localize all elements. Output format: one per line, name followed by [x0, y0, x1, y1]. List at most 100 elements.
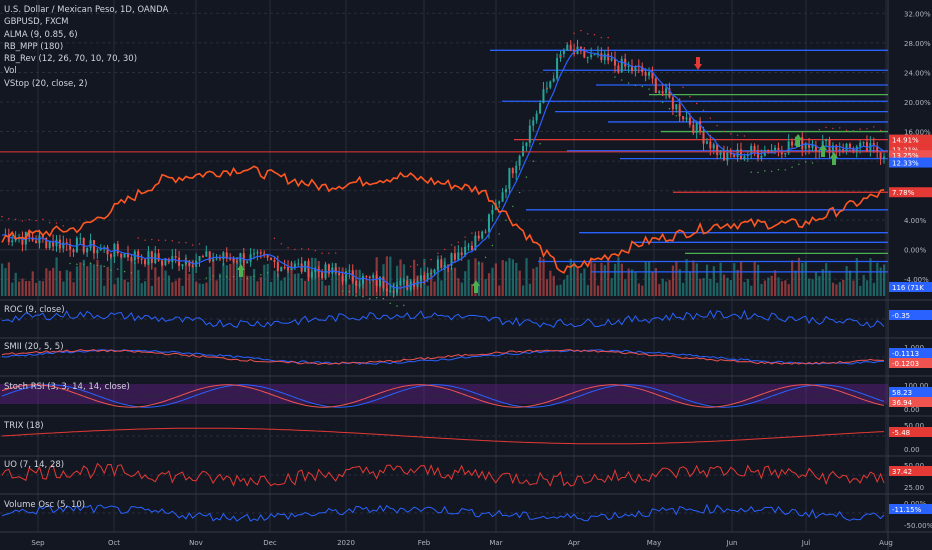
volume-bar: [801, 263, 804, 296]
candle-body: [127, 253, 129, 258]
volume-bar: [818, 276, 821, 296]
volume-bar: [855, 258, 858, 296]
volume-bar: [430, 269, 433, 296]
candle-body: [120, 253, 123, 258]
buy-arrow-icon: [794, 134, 802, 147]
time-axis-label: Dec: [263, 539, 277, 547]
candle-body: [641, 66, 644, 73]
volume-bar: [109, 256, 113, 296]
volume-bar: [763, 280, 767, 296]
candle-body: [675, 104, 678, 110]
volume-bar: [280, 280, 283, 296]
vstop-dot: [314, 249, 316, 252]
volume-bar: [542, 258, 545, 296]
vstop-dot: [491, 244, 494, 247]
volume-bar: [586, 285, 589, 296]
volume-bar: [317, 261, 320, 296]
indicator-rb-rev[interactable]: RB_Rev (12, 26, 70, 10, 70, 30): [4, 54, 138, 65]
vstop-dot: [117, 268, 119, 270]
vstop-dot: [348, 290, 351, 293]
panel-label-stoch-rsi[interactable]: Stoch RSI (3, 3, 14, 14, close): [4, 382, 130, 392]
vstop-dot: [478, 263, 480, 265]
candle-body: [283, 267, 286, 269]
volume-bar: [113, 284, 116, 296]
vstop-dot: [450, 244, 453, 246]
compare-symbol[interactable]: GBPUSD, FXCM: [4, 17, 69, 28]
candle-body: [712, 144, 715, 149]
indicator-rb-mpp[interactable]: RB_MPP (180): [4, 41, 64, 52]
candle-body: [270, 257, 273, 261]
candle-body: [344, 271, 347, 282]
panel-value-tag: [889, 427, 932, 437]
panel-label-volume-osc[interactable]: Volume Osc (5, 10): [4, 500, 86, 510]
vstop-dot: [260, 274, 262, 276]
volume-bar: [865, 280, 869, 296]
vstop-dot: [600, 36, 603, 39]
candle-body: [365, 275, 368, 277]
candle-body: [161, 260, 164, 266]
candle-body: [109, 254, 112, 257]
vstop-dot: [430, 258, 432, 261]
candle-body: [389, 291, 392, 293]
vstop-dot: [743, 135, 746, 137]
volume-bar: [545, 279, 549, 296]
candle-body: [310, 272, 313, 278]
volume-bar: [508, 257, 511, 296]
candle-body: [818, 150, 821, 152]
panel-label-smii[interactable]: SMII (20, 5, 5): [4, 342, 64, 352]
volume-bar: [525, 258, 528, 296]
symbol-title[interactable]: U.S. Dollar / Mexican Peso, 1D, OANDA: [4, 5, 169, 15]
volume-bar: [334, 263, 337, 296]
candle-body: [511, 168, 514, 174]
candle-body: [539, 103, 542, 114]
candle-body: [750, 145, 753, 155]
volume-bar: [276, 273, 280, 296]
volume-bar: [379, 280, 382, 296]
vstop-dot: [369, 298, 371, 300]
vstop-dot: [587, 33, 589, 35]
candle-body: [872, 143, 875, 146]
vstop-dot: [818, 128, 820, 131]
candle-body: [287, 267, 290, 271]
candle-body: [307, 261, 310, 278]
volume-bar: [249, 275, 252, 296]
candle-body: [484, 231, 487, 233]
vstop-dot: [804, 161, 807, 163]
vstop-dot: [518, 191, 521, 194]
buy-arrow-icon: [472, 280, 480, 293]
indicator-alma[interactable]: ALMA (9, 0.85, 6): [4, 29, 78, 40]
panel-label-trix[interactable]: TRIX (18): [4, 421, 44, 431]
candle-body: [130, 257, 133, 261]
vstop-dot: [525, 176, 528, 178]
vstop-dot: [552, 73, 555, 75]
indicator-vol[interactable]: Vol: [4, 66, 17, 77]
alma-line: [1, 48, 885, 289]
candle-body: [617, 65, 620, 73]
volume-bar: [722, 274, 726, 296]
volume-bar: [682, 282, 685, 296]
volume-bar: [484, 279, 487, 296]
candle-body: [634, 66, 637, 72]
candle-body: [671, 97, 674, 110]
candle-body: [644, 72, 647, 76]
volume-bar: [757, 264, 760, 296]
candle-body: [348, 270, 351, 272]
panel-value-tag: [889, 310, 932, 320]
volume-bar: [644, 261, 647, 296]
candle-body: [525, 142, 528, 147]
volume-bar: [208, 266, 211, 296]
candle-body: [552, 78, 555, 82]
indicator-vstop[interactable]: VStop (20, close, 2): [4, 78, 88, 89]
volume-bar: [532, 268, 535, 296]
vstop-dot: [300, 248, 303, 250]
volume-bar: [811, 279, 814, 296]
time-axis-label: Sep: [31, 539, 45, 547]
volume-bar: [739, 261, 743, 296]
panel-label-uo[interactable]: UO (7, 14, 28): [4, 460, 65, 470]
volume-bar: [266, 263, 269, 296]
panel-label-roc[interactable]: ROC (9, close): [4, 305, 65, 315]
volume-bar: [692, 260, 695, 296]
candle-body: [791, 141, 794, 146]
vstop-dot: [321, 252, 323, 254]
